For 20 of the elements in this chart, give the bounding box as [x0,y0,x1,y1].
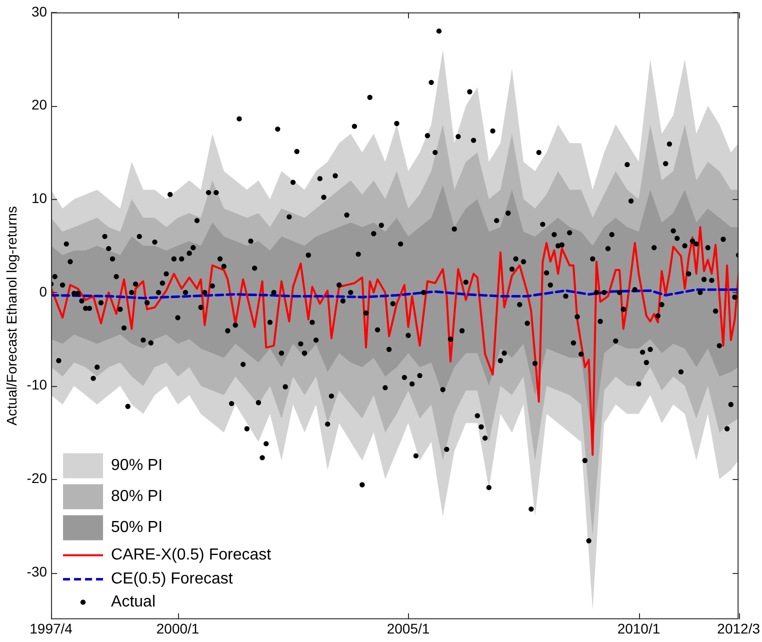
y-tick-label: 20 [31,96,48,113]
y-tick-label: 0 [39,283,48,300]
legend-label: CARE-X(0.5) Forecast [111,546,272,564]
x-tick-label: 2012/3 [717,620,760,636]
y-tick-label: -20 [26,470,48,486]
line-series [51,288,739,300]
legend-label: CE(0.5) Forecast [111,570,234,588]
y-tick-label: 10 [31,190,48,206]
x-tick-label: 2005/1 [386,620,430,636]
y-tick-label: -30 [26,563,48,580]
y-tick-label: 30 [31,3,48,20]
x-tick-label: 2010/1 [617,620,660,636]
legend-label: 90% PI [111,457,163,474]
legend-label: Actual [111,594,156,611]
y-tick-label: -10 [26,376,48,393]
legend-label: 80% PI [111,488,163,506]
x-tick-label: 2000/1 [156,620,200,636]
legend-label: 50% PI [111,519,163,536]
x-tick-label: 1997/4 [30,620,73,636]
y-axis-title: Actual/Forecast Ethanol log-returns [3,206,20,426]
